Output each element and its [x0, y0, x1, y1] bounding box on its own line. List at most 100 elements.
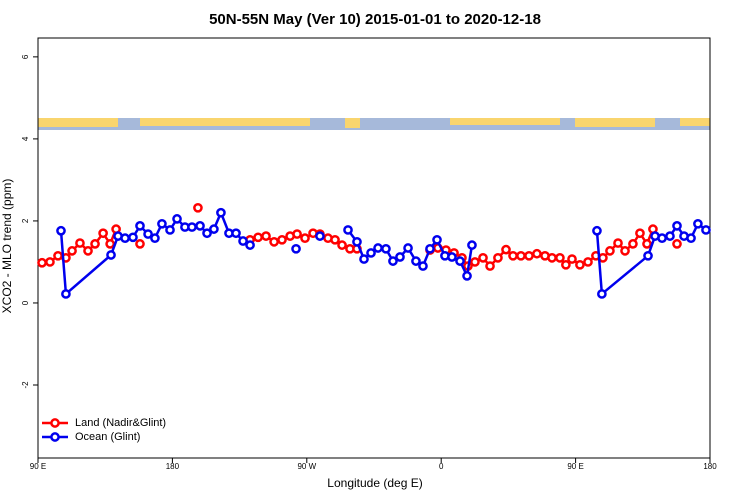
point — [83, 246, 93, 256]
point — [209, 224, 219, 234]
point — [150, 233, 160, 244]
point — [665, 231, 675, 241]
legend-marker — [50, 418, 60, 428]
point — [45, 257, 55, 267]
point — [128, 232, 138, 243]
point — [462, 271, 472, 281]
point — [425, 243, 435, 254]
point — [620, 246, 630, 256]
point — [493, 252, 503, 263]
point — [613, 238, 623, 248]
point — [67, 246, 77, 256]
y-tick-label: 0 — [21, 300, 30, 305]
point — [701, 225, 711, 235]
chart-title: 50N-55N May (Ver 10) 2015-01-01 to 2020-… — [209, 11, 541, 28]
point — [532, 248, 542, 259]
point — [485, 261, 495, 271]
point — [106, 250, 116, 260]
point — [508, 250, 518, 261]
point — [388, 256, 398, 266]
point — [455, 256, 465, 266]
point — [643, 250, 653, 261]
point — [315, 231, 325, 241]
point — [628, 239, 638, 249]
point — [516, 250, 526, 261]
point — [555, 252, 565, 263]
point — [75, 238, 85, 248]
point — [292, 229, 302, 239]
point — [253, 232, 263, 243]
y-axis-label: XCO2 - MLO trend (ppm) — [0, 179, 14, 314]
point — [478, 252, 488, 263]
point — [61, 289, 71, 299]
y-tick-label: 6 — [21, 54, 30, 59]
point — [373, 243, 383, 253]
point — [105, 239, 115, 249]
plot-frame — [37, 37, 711, 459]
point — [432, 234, 442, 245]
point — [37, 257, 47, 268]
x-tick-label: 0 — [439, 462, 444, 471]
point — [245, 240, 255, 250]
point — [337, 240, 347, 250]
point — [231, 228, 241, 239]
point — [157, 218, 167, 229]
point — [120, 233, 130, 244]
point — [583, 257, 593, 267]
point — [261, 231, 271, 241]
point — [366, 248, 376, 258]
point — [657, 233, 667, 244]
y-tick-label: -2 — [21, 381, 30, 389]
point — [359, 254, 369, 264]
point — [642, 239, 652, 249]
point — [501, 244, 511, 255]
y-tick-label: 4 — [21, 136, 30, 141]
point — [447, 252, 457, 262]
point — [277, 234, 287, 245]
point — [672, 239, 682, 249]
map-strip — [38, 118, 710, 130]
point — [635, 228, 645, 239]
point — [330, 234, 340, 245]
x-tick-label: 90 E — [30, 462, 46, 471]
point — [269, 236, 279, 247]
point — [352, 236, 362, 247]
point — [98, 228, 108, 239]
legend-label: Land (Nadir&Glint) — [75, 417, 166, 429]
point — [672, 221, 682, 231]
point — [343, 225, 353, 235]
x-tick-label: 90 E — [567, 462, 583, 471]
x-tick-label: 180 — [703, 462, 717, 471]
point — [686, 233, 696, 244]
point — [90, 239, 100, 249]
x-tick-label: 180 — [166, 462, 180, 471]
point — [291, 243, 301, 254]
point — [53, 250, 63, 261]
point — [143, 229, 153, 239]
point — [135, 239, 145, 249]
point — [575, 259, 585, 270]
point — [165, 225, 175, 235]
point — [193, 202, 203, 213]
point — [693, 218, 703, 229]
point — [561, 259, 571, 270]
point — [605, 246, 615, 256]
point — [195, 221, 205, 231]
legend-marker — [50, 432, 60, 442]
point — [202, 228, 212, 239]
x-axis-label: Longitude (deg E) — [327, 476, 422, 490]
point — [395, 252, 405, 262]
point — [567, 254, 577, 264]
point — [403, 243, 413, 253]
point — [597, 289, 607, 299]
point — [547, 252, 557, 263]
point — [187, 222, 197, 232]
point — [411, 256, 421, 266]
y-tick-label: 2 — [21, 218, 30, 223]
point — [592, 225, 602, 236]
point — [135, 221, 145, 231]
point — [172, 214, 182, 224]
x-tick-label: 90 W — [297, 462, 316, 471]
